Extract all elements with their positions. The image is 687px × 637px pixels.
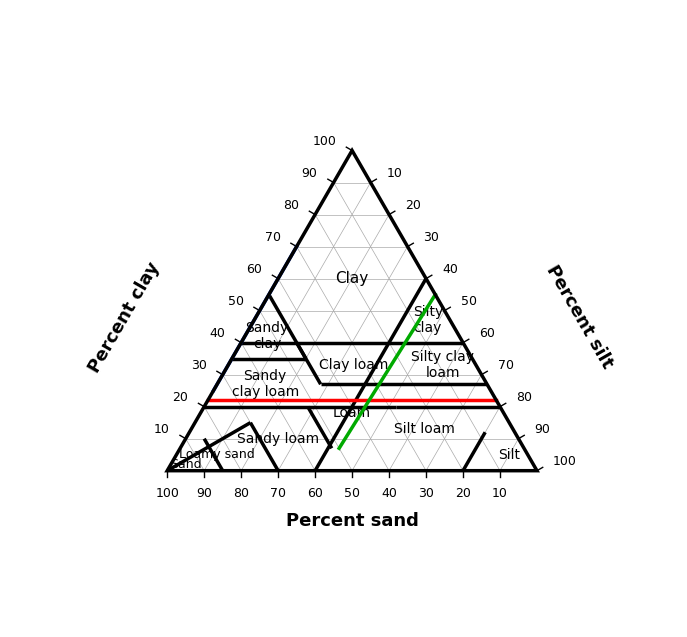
Text: 70: 70 bbox=[264, 231, 280, 244]
Text: Clay loam: Clay loam bbox=[319, 358, 389, 372]
Text: Clay: Clay bbox=[335, 271, 369, 286]
Text: Percent clay: Percent clay bbox=[86, 259, 164, 376]
Text: Percent silt: Percent silt bbox=[543, 262, 616, 372]
Text: 10: 10 bbox=[387, 167, 403, 180]
Text: 60: 60 bbox=[246, 263, 262, 276]
Text: Silty clay
loam: Silty clay loam bbox=[412, 350, 474, 380]
Text: Silt: Silt bbox=[498, 448, 520, 462]
Text: 60: 60 bbox=[307, 487, 323, 500]
Text: 60: 60 bbox=[479, 327, 495, 340]
Text: 100: 100 bbox=[155, 487, 179, 500]
Text: 10: 10 bbox=[154, 423, 170, 436]
Text: 30: 30 bbox=[418, 487, 434, 500]
Text: Percent sand: Percent sand bbox=[286, 512, 418, 529]
Text: 100: 100 bbox=[553, 455, 577, 468]
Text: Sandy
clay: Sandy clay bbox=[245, 321, 289, 352]
Text: Sandy loam: Sandy loam bbox=[237, 432, 319, 446]
Text: 30: 30 bbox=[424, 231, 440, 244]
Text: Loam: Loam bbox=[333, 406, 371, 420]
Text: 50: 50 bbox=[227, 295, 244, 308]
Text: Silty
clay: Silty clay bbox=[413, 305, 443, 335]
Text: 80: 80 bbox=[283, 199, 299, 211]
Text: 30: 30 bbox=[191, 359, 207, 372]
Text: 40: 40 bbox=[381, 487, 397, 500]
Text: 20: 20 bbox=[405, 199, 421, 211]
Text: 40: 40 bbox=[442, 263, 458, 276]
Text: 50: 50 bbox=[460, 295, 477, 308]
Text: Silt loam: Silt loam bbox=[394, 422, 455, 436]
Text: 20: 20 bbox=[455, 487, 471, 500]
Text: 80: 80 bbox=[233, 487, 249, 500]
Text: 90: 90 bbox=[534, 423, 550, 436]
Text: 90: 90 bbox=[302, 167, 317, 180]
Text: 100: 100 bbox=[312, 135, 336, 148]
Text: 10: 10 bbox=[492, 487, 508, 500]
Text: 90: 90 bbox=[196, 487, 212, 500]
Text: Sandy
clay loam: Sandy clay loam bbox=[232, 369, 299, 399]
Text: 20: 20 bbox=[172, 391, 188, 404]
Text: 50: 50 bbox=[344, 487, 360, 500]
Text: Sand: Sand bbox=[170, 458, 201, 471]
Text: 70: 70 bbox=[497, 359, 513, 372]
Text: 70: 70 bbox=[270, 487, 286, 500]
Text: Loamy sand: Loamy sand bbox=[179, 448, 255, 461]
Text: 80: 80 bbox=[516, 391, 532, 404]
Text: 40: 40 bbox=[210, 327, 225, 340]
